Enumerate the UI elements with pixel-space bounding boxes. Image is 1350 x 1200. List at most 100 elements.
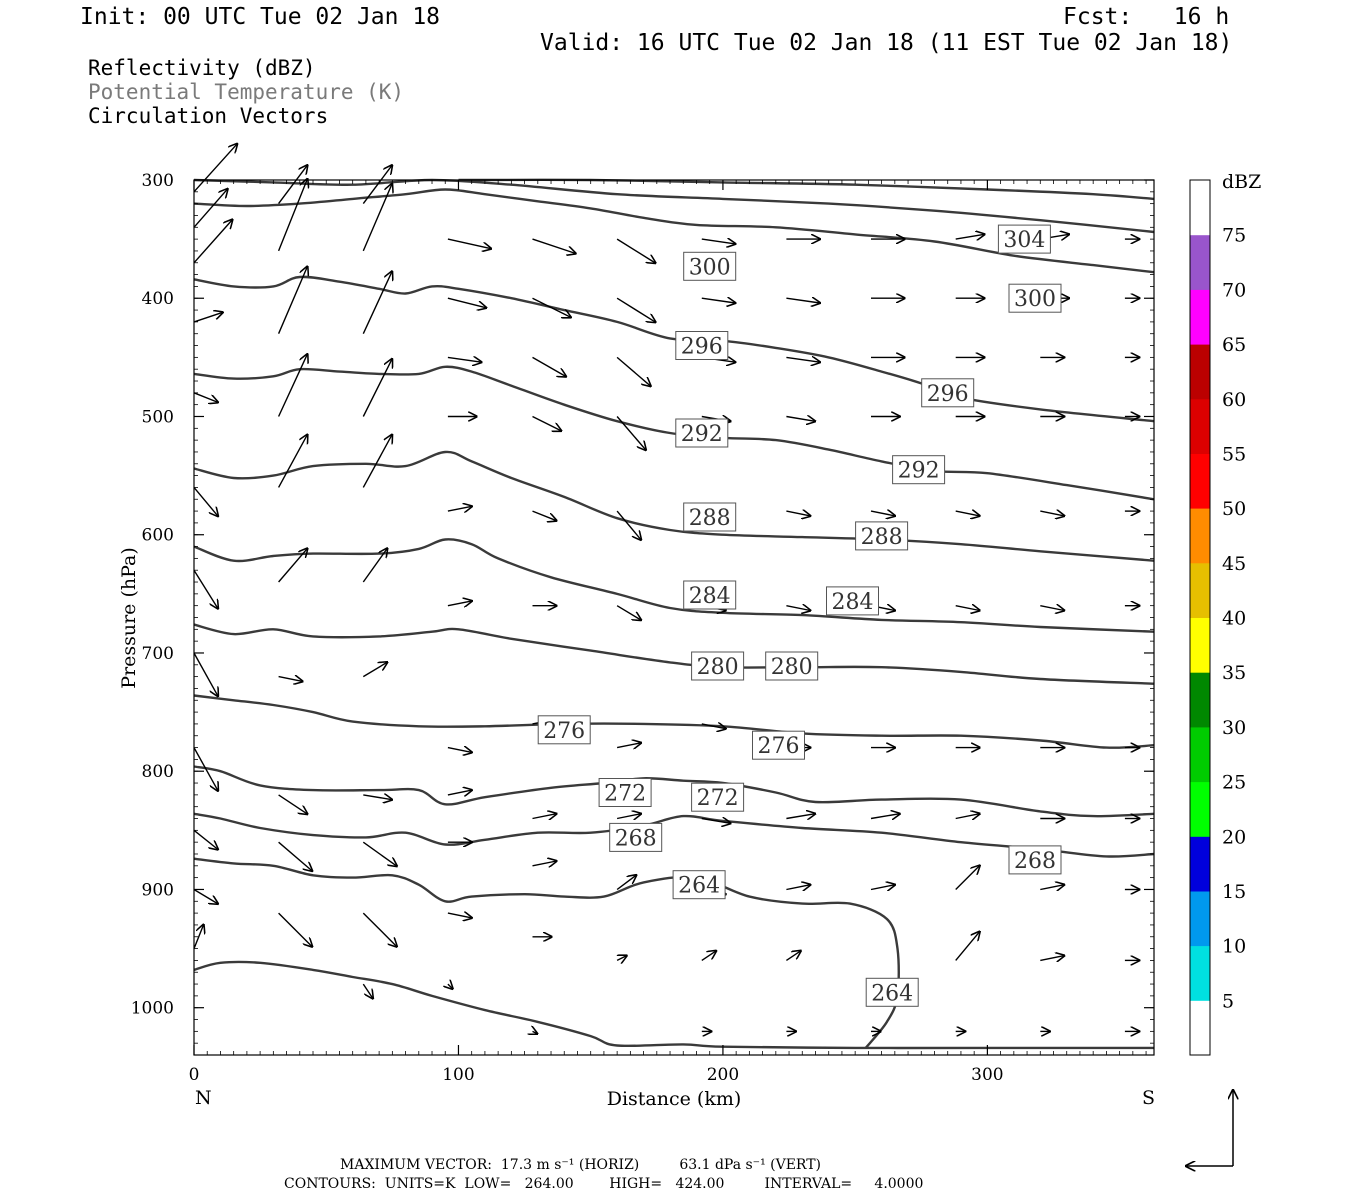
vector-arrow [193, 220, 232, 264]
contour-label-box [675, 418, 729, 448]
contour-label-box [921, 378, 975, 408]
contour-info: CONTOURS: UNITS=K LOW= 264.00 HIGH= 424.… [284, 1176, 924, 1192]
vector-arrow [616, 238, 655, 263]
vector-arrow [701, 239, 736, 244]
colorbar-frame [1189, 179, 1211, 1056]
contour-label: 296 [681, 335, 723, 360]
dbz-colorbar: 5 10 15 20 25 30 35 40 45 50 55 60 65 70 75 [1189, 179, 1246, 1056]
contour-label: 268 [1014, 849, 1056, 874]
vector-arrow [193, 144, 237, 193]
vector-arrow [616, 297, 655, 322]
vector-arrow [193, 829, 218, 849]
vector-arrow [786, 814, 815, 819]
y-tick-label: 800 [142, 762, 174, 782]
contour-label: 280 [771, 655, 813, 680]
vector-arrow [532, 415, 562, 431]
contour-label: 296 [927, 382, 969, 407]
theta-contour-288 [193, 450, 1155, 562]
vector-arrow [362, 165, 392, 205]
theta-contour-268 [193, 812, 1155, 858]
colorbar-segment [1190, 945, 1210, 1001]
vector-arrow [955, 932, 980, 961]
colorbar-label: 50 [1222, 498, 1246, 520]
vector-arrow [786, 357, 820, 362]
vector-arrow [362, 912, 397, 947]
colorbar-segment [1190, 672, 1210, 728]
y-tick-label: 400 [142, 289, 174, 309]
theta-contour-280 [193, 623, 1155, 685]
contour-label-box [675, 331, 729, 360]
colorbar-segment [1190, 453, 1210, 509]
vector-arrow [193, 569, 218, 608]
theta-contour-264 [193, 960, 1154, 1050]
theta-contour-292 [193, 365, 1155, 501]
contour-label: 292 [681, 422, 723, 447]
colorbar-label: 25 [1222, 772, 1246, 794]
colorbar-segment [1190, 781, 1210, 837]
vector-arrow [193, 652, 218, 696]
contour-label-box [752, 730, 805, 760]
colorbar-segment [1190, 562, 1210, 618]
contour-label-box [672, 870, 726, 900]
colorbar-label: 40 [1222, 608, 1246, 630]
contour-label: 284 [689, 584, 731, 609]
vector-arrow [193, 486, 218, 516]
colorbar-label: 70 [1222, 279, 1246, 301]
vector-arrow [447, 790, 472, 795]
contour-labels: 304 300 300 296 296 292 292 288 288 284 284 280 280 2… [537, 224, 1062, 1007]
vector-arrow [193, 312, 223, 323]
vector-arrow [786, 951, 800, 961]
contour-label-box [598, 778, 652, 807]
contour-label-box [997, 224, 1051, 254]
vector-arrow [1040, 956, 1064, 961]
theta-contour-300 [193, 188, 1155, 274]
vector-arrow [193, 925, 204, 949]
vector-arrow [363, 795, 392, 800]
contour-label: 304 [1003, 228, 1045, 253]
colorbar-label: 65 [1222, 334, 1246, 356]
vector-arrow [362, 184, 392, 252]
contour-label: 272 [697, 786, 739, 811]
valid-time: Valid: 16 UTC Tue 02 Jan 18 (11 EST Tue … [540, 30, 1233, 56]
vector-arrow [277, 435, 308, 488]
vector-arrow [532, 297, 571, 317]
y-tick-label: 700 [142, 644, 174, 664]
vector-arrow [447, 297, 486, 308]
init-time: Init: 00 UTC Tue 02 Jan 18 [80, 4, 441, 30]
colorbar-label: 45 [1222, 553, 1246, 575]
vector-arrow [278, 165, 308, 205]
vector-arrow [786, 885, 810, 890]
south-label: S [1142, 1087, 1155, 1109]
vector-arrow [362, 841, 397, 866]
theta-contour-272 [193, 765, 1155, 818]
vector-arrow [532, 356, 567, 376]
x-axis-label: Distance (km) [607, 1088, 742, 1110]
colorbar-label: 10 [1222, 936, 1246, 958]
contour-label: 264 [678, 874, 720, 899]
vector-arrow [701, 724, 726, 729]
vector-arrow [616, 814, 641, 819]
contour-label-box [683, 502, 737, 532]
vector-arrow [447, 748, 472, 753]
field-theta: Potential Temperature (K) [88, 80, 405, 104]
contour-label: 264 [871, 981, 913, 1006]
contour-label: 280 [697, 655, 739, 680]
vector-arrow [362, 662, 387, 678]
contour-label: 292 [898, 459, 940, 484]
vector-arrow [701, 819, 731, 824]
y-tick-label: 900 [142, 880, 174, 900]
vector-arrow [277, 179, 308, 252]
colorbar-segment [1190, 508, 1210, 564]
vector-arrow [362, 983, 373, 998]
colorbar-segment [1190, 836, 1210, 892]
contour-label: 288 [861, 525, 903, 550]
vector-arrow [533, 1031, 538, 1033]
reference-vector [1186, 1090, 1233, 1166]
contour-label: 276 [758, 734, 800, 759]
vector-arrow [278, 548, 308, 583]
vector-arrow [362, 548, 387, 583]
vector-arrow [447, 238, 491, 249]
colorbar-label: 35 [1222, 662, 1246, 684]
theta-contour-300 [193, 178, 1155, 234]
vector-arrow [955, 814, 980, 819]
